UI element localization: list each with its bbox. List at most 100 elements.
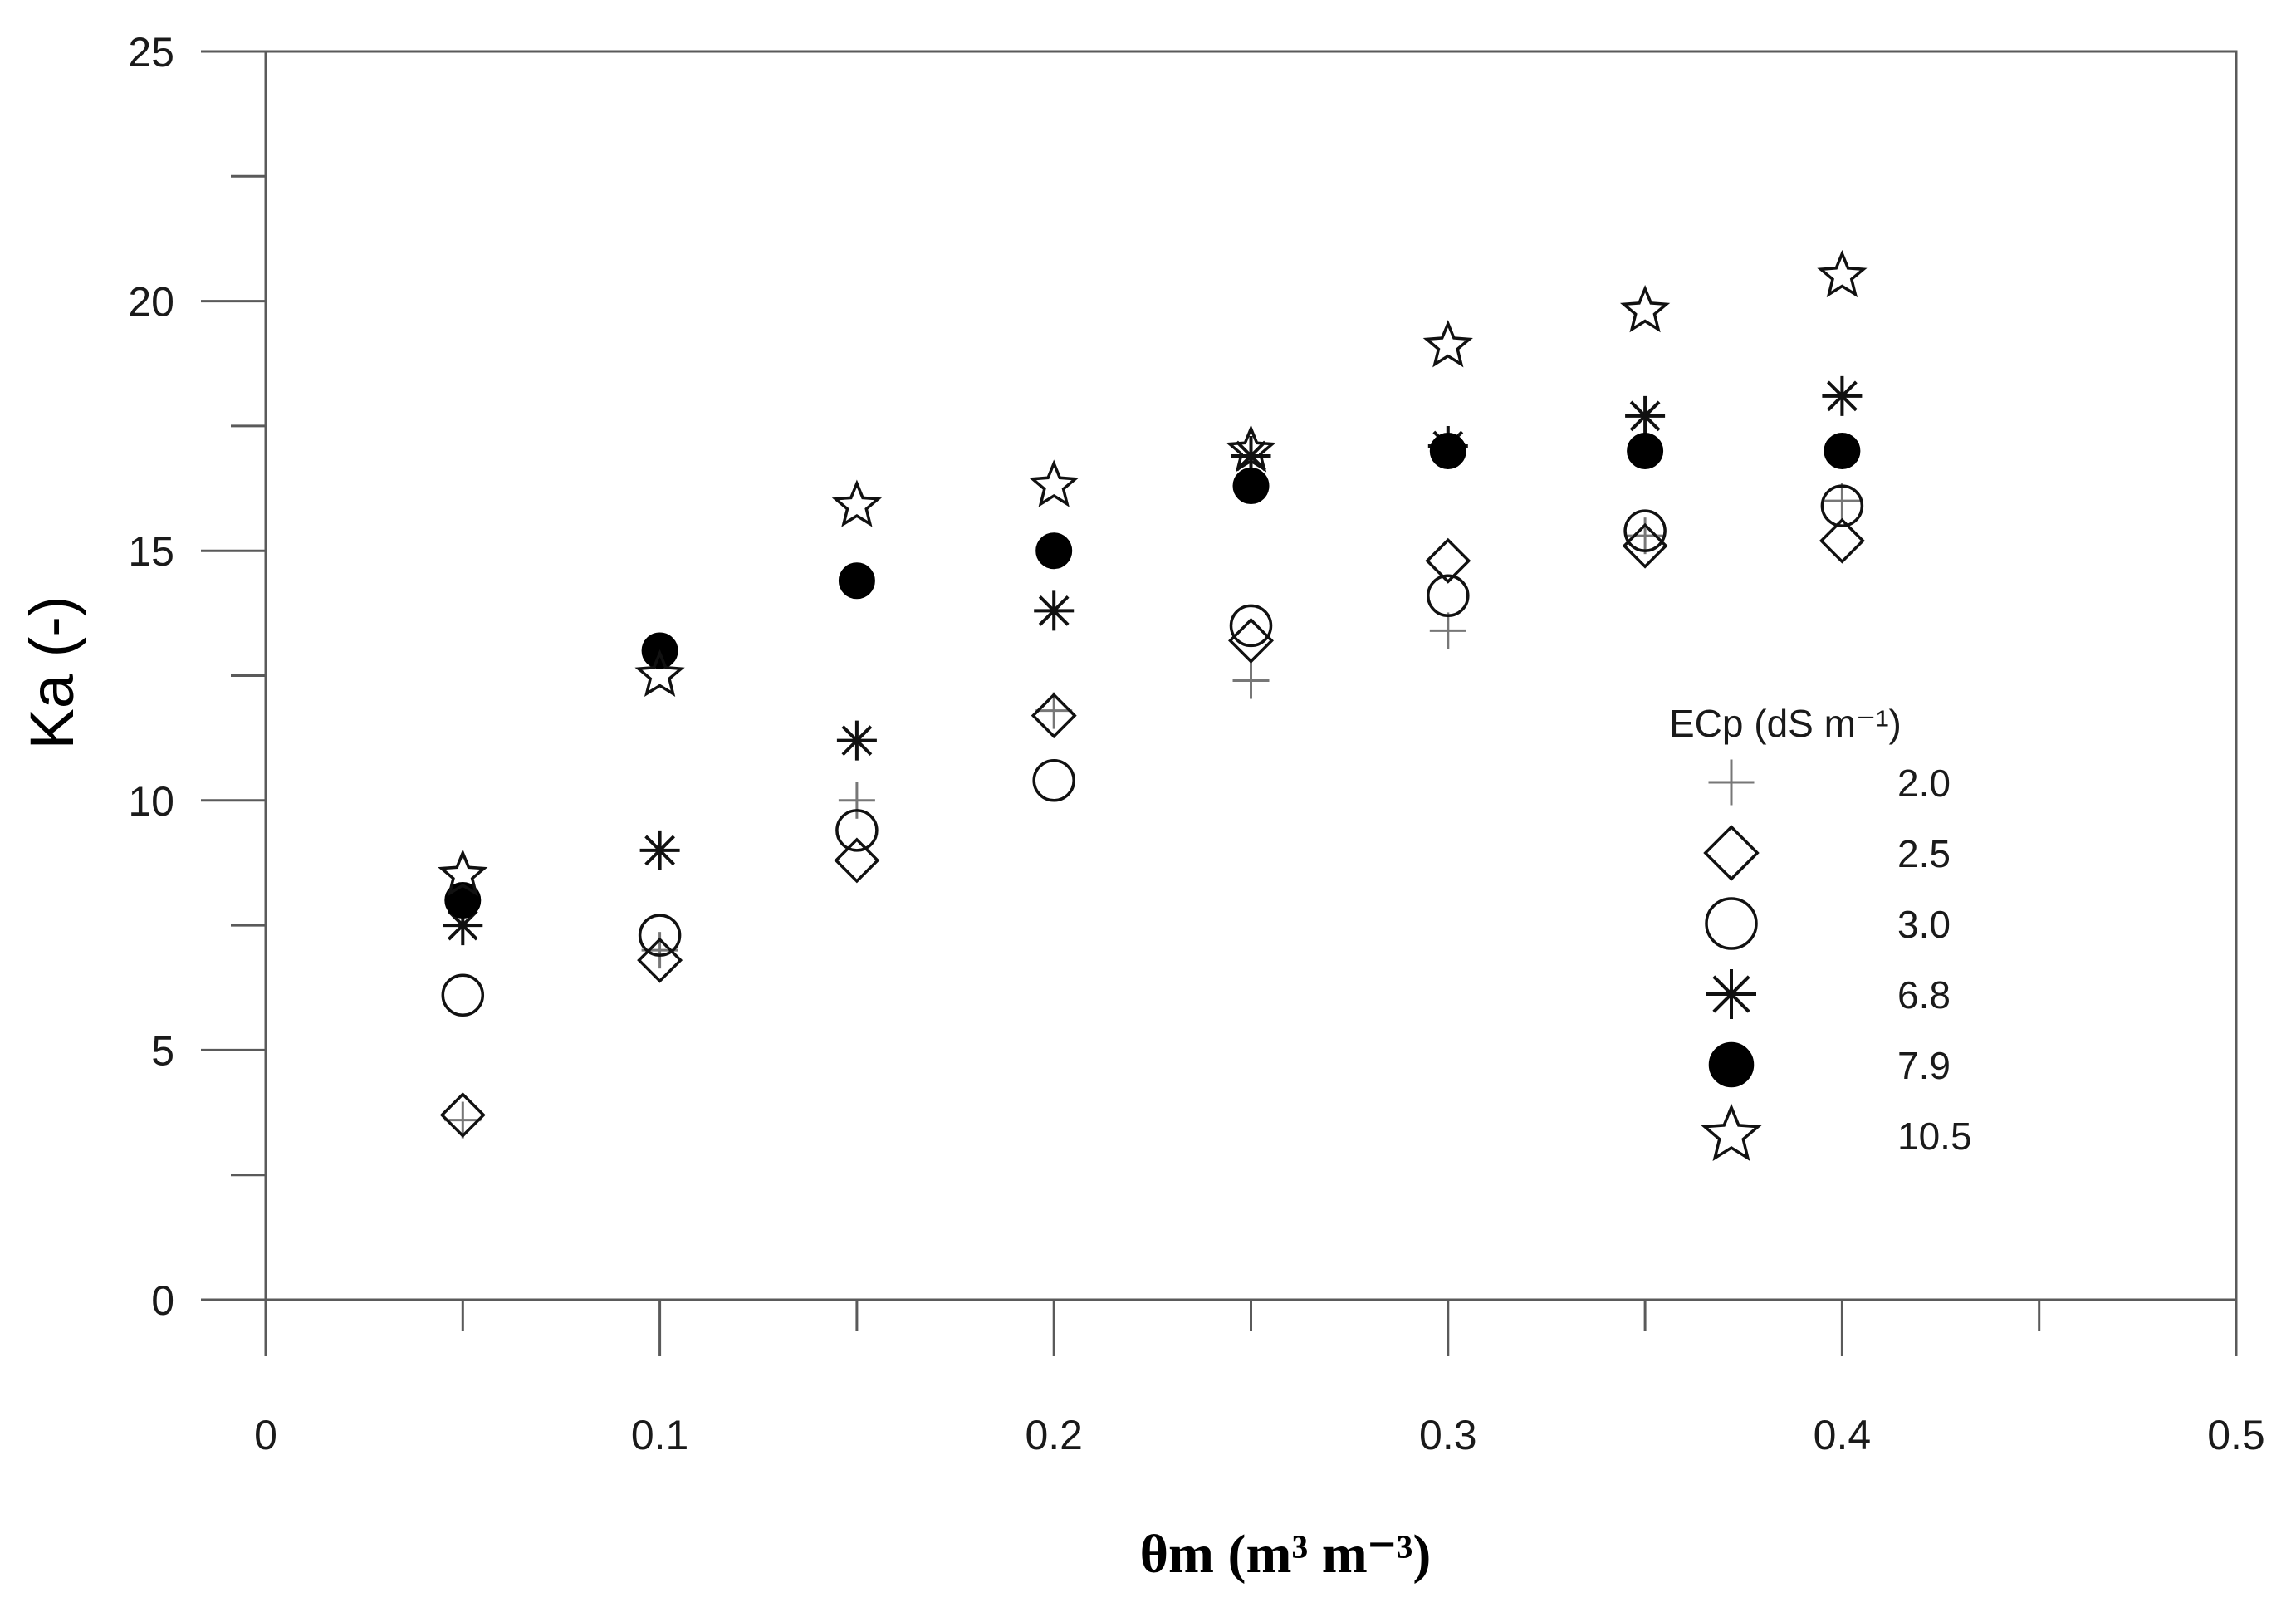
data-point-shape: [1232, 468, 1270, 505]
y-tick-label: 20: [128, 279, 174, 326]
data-point-shape: [1422, 320, 1473, 368]
data-point: [1619, 284, 1671, 333]
legend-marker: [1701, 1103, 1762, 1162]
legend-marker-shape: [1701, 1103, 1762, 1162]
y-tick-label: 0: [151, 1277, 174, 1324]
data-point: [444, 1101, 482, 1139]
data-point: [834, 837, 880, 884]
data-point: [441, 973, 485, 1017]
data-point-shape: [637, 937, 683, 983]
data-point-shape: [831, 479, 883, 527]
data-point-shape: [1820, 484, 1864, 527]
legend-marker-shape: [1708, 1041, 1755, 1088]
data-point: [1817, 249, 1868, 298]
data-point: [1035, 532, 1073, 570]
data-point-shape: [1427, 574, 1470, 618]
x-tick-label: 0.4: [1814, 1412, 1872, 1458]
data-point: [1622, 522, 1668, 569]
y-tick-label: 5: [151, 1027, 174, 1074]
data-point-shape: [439, 1092, 486, 1139]
data-point-arm: [841, 725, 873, 757]
x-tick-label: 0.5: [2207, 1412, 2265, 1458]
legend-label: 3.0: [1897, 903, 1951, 946]
data-point-arm: [1827, 380, 1858, 412]
data-point-arm: [1038, 595, 1070, 626]
data-point: [1232, 468, 1270, 505]
data-point-shape: [1229, 604, 1273, 648]
data-point-shape: [1819, 517, 1865, 564]
data-point: [439, 1092, 486, 1139]
data-point-shape: [1623, 509, 1667, 552]
legend-label: 10.5: [1897, 1115, 1972, 1158]
legend-marker: [1703, 825, 1760, 881]
series-10.5: [438, 249, 1868, 897]
series-2.5: [439, 517, 1865, 1139]
data-point: [831, 479, 883, 527]
legend-marker: [1708, 759, 1755, 806]
data-point: [1429, 432, 1466, 469]
data-point: [638, 914, 682, 957]
data-point-shape: [1035, 532, 1073, 570]
data-point: [1032, 759, 1075, 802]
data-point: [838, 782, 875, 819]
data-point: [1824, 483, 1861, 520]
x-tick-label: 0.2: [1025, 1412, 1083, 1458]
y-tick-label: 10: [128, 778, 174, 825]
series-6.8: [443, 375, 1863, 946]
data-point-shape: [638, 914, 682, 957]
data-point-arm: [644, 835, 675, 866]
legend-label: 7.9: [1897, 1044, 1951, 1087]
data-point: [1820, 484, 1864, 527]
data-point: [1232, 662, 1270, 699]
y-axis-label: Ka (-): [17, 596, 86, 750]
data-point-shape: [1031, 693, 1077, 739]
y-axis-ticks: 0 5 10 15 20 25: [128, 29, 266, 1324]
data-point-shape: [835, 809, 879, 852]
data-point: [1228, 617, 1274, 664]
data-point: [835, 809, 879, 852]
legend-label: 2.0: [1897, 762, 1951, 805]
data-point: [836, 720, 877, 761]
data-point-shape: [1429, 432, 1466, 469]
legend-marker-arm: [1712, 975, 1750, 1013]
x-axis-label: θm (m³ m⁻³): [1140, 1524, 1432, 1585]
data-point-shape: [1029, 459, 1079, 507]
data-point-shape: [1817, 249, 1868, 298]
data-point-shape: [1824, 432, 1861, 469]
legend: ECp (dS m⁻¹) 2.0 2.5 3.0 6.8 7.9 10.5: [1669, 702, 1972, 1162]
data-point-shape: [1425, 537, 1471, 584]
data-point: [1627, 432, 1664, 469]
data-points: [438, 249, 1868, 1139]
legend-label: 2.5: [1897, 832, 1951, 875]
legend-marker-shape: [1705, 897, 1758, 950]
data-point-arm: [1629, 400, 1661, 432]
data-point: [1824, 432, 1861, 469]
data-point: [1427, 574, 1470, 618]
data-point: [639, 830, 680, 870]
x-tick-label: 0: [254, 1412, 277, 1458]
series-3.0: [441, 484, 1864, 1017]
data-point: [1429, 612, 1466, 649]
data-point-shape: [834, 837, 880, 884]
data-point: [637, 937, 683, 983]
data-point: [634, 649, 685, 698]
data-point-shape: [1622, 522, 1668, 569]
data-point: [1029, 459, 1079, 507]
data-point: [1034, 590, 1075, 631]
data-point-shape: [838, 562, 875, 600]
data-point-shape: [1228, 617, 1274, 664]
legend-title: ECp (dS m⁻¹): [1669, 702, 1902, 745]
data-point: [1035, 692, 1073, 729]
data-point-shape: [1032, 759, 1075, 802]
legend-marker-shape: [1703, 825, 1760, 881]
data-point: [1623, 509, 1667, 552]
legend-label: 6.8: [1897, 973, 1951, 1017]
data-point: [1229, 604, 1273, 648]
data-point-shape: [1619, 284, 1671, 333]
data-point: [838, 562, 875, 600]
data-point: [1226, 424, 1276, 473]
legend-marker: [1705, 897, 1758, 950]
x-tick-label: 0.1: [631, 1412, 689, 1458]
data-point-shape: [441, 973, 485, 1017]
